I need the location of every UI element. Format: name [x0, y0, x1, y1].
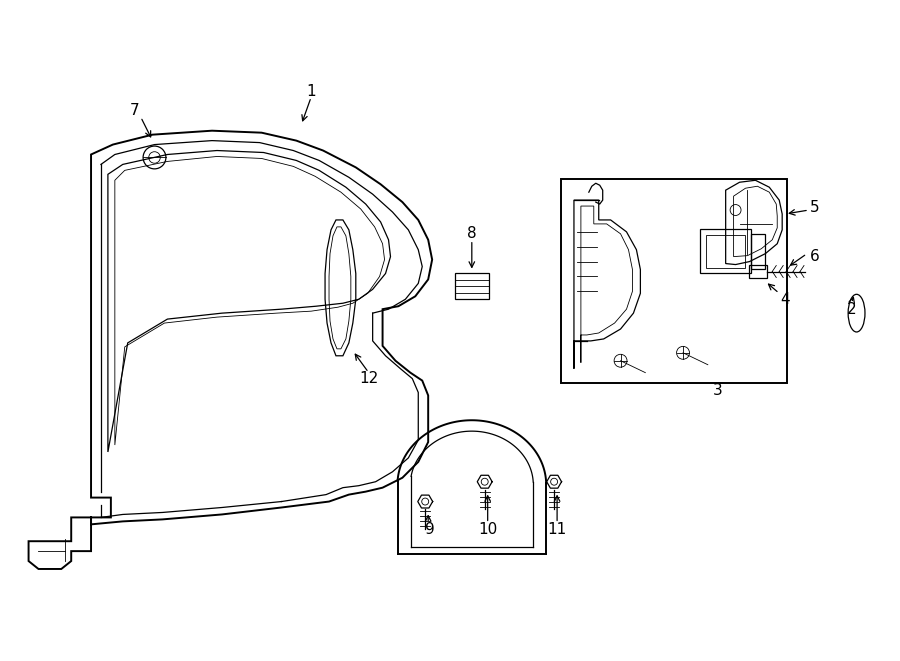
- Bar: [752, 234, 765, 268]
- Text: 5: 5: [810, 200, 820, 215]
- Bar: [455, 274, 489, 299]
- Text: 2: 2: [847, 301, 857, 317]
- Text: 11: 11: [547, 522, 567, 537]
- Text: 9: 9: [426, 522, 435, 537]
- Bar: [750, 264, 768, 278]
- Bar: [700, 229, 752, 274]
- Text: 10: 10: [478, 522, 498, 537]
- Bar: [706, 235, 745, 268]
- Text: 8: 8: [467, 226, 477, 241]
- Bar: [561, 179, 788, 383]
- Text: 1: 1: [306, 83, 316, 98]
- Text: 6: 6: [810, 249, 820, 264]
- Text: 12: 12: [359, 371, 378, 386]
- Text: 3: 3: [713, 383, 723, 398]
- Text: 7: 7: [130, 103, 140, 118]
- Text: 4: 4: [780, 292, 790, 307]
